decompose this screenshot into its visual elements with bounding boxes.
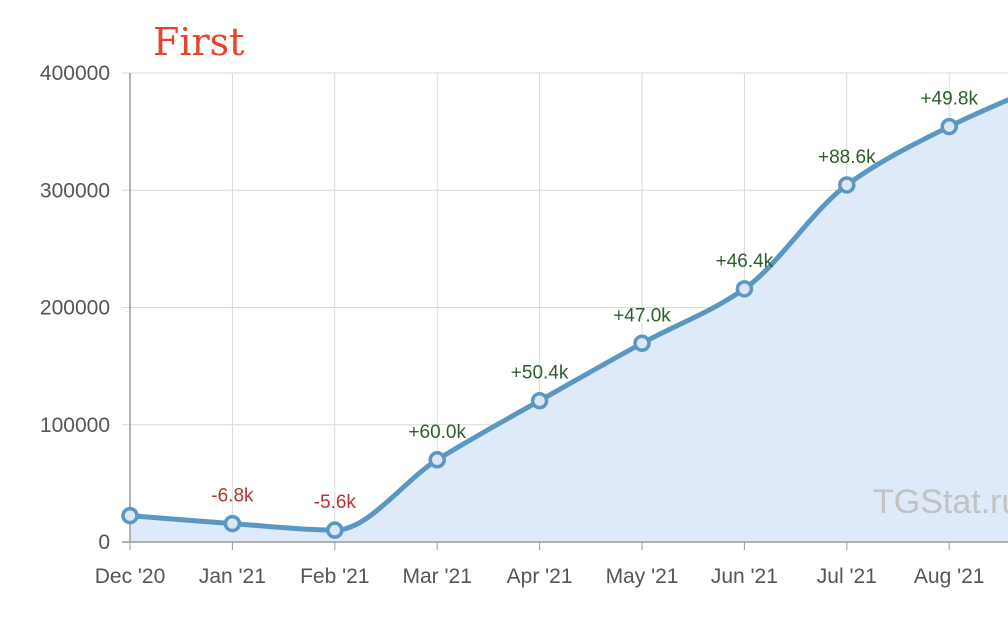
y-tick-label: 100000	[40, 414, 110, 437]
y-tick-label: 0	[98, 531, 110, 554]
x-tick-label: Dec '20	[95, 565, 166, 588]
data-point[interactable]	[326, 521, 344, 539]
x-tick-label: Jun '21	[711, 565, 778, 588]
x-tick-labels: Dec '20 Jan '21 Feb '21 Mar '21 Apr '21 May '…	[95, 565, 985, 588]
x-tick-label: Feb '21	[300, 565, 369, 588]
data-point[interactable]	[838, 176, 856, 194]
series-line-layer	[127, 97, 1008, 533]
series-line	[127, 97, 1008, 533]
data-point[interactable]	[223, 514, 242, 533]
x-tick-label: May '21	[606, 565, 679, 588]
area-layer	[130, 99, 1008, 542]
data-point[interactable]	[428, 451, 446, 469]
data-label: +88.6k	[818, 147, 876, 168]
data-label: -5.6k	[314, 492, 357, 513]
y-tick-label: 400000	[40, 62, 110, 85]
data-point[interactable]	[735, 280, 754, 298]
y-tick-label: 300000	[40, 179, 110, 202]
area-fill	[130, 99, 1008, 542]
data-labels: -6.8k -5.6k +60.0k +50.4k +47.0k +46.4k +88.6k…	[211, 89, 978, 514]
data-label: +50.4k	[511, 363, 569, 384]
data-point[interactable]	[940, 117, 958, 136]
axes	[122, 73, 1008, 550]
y-tick-label: 200000	[40, 297, 110, 320]
y-tick-labels: 0 100000 200000 300000 400000	[40, 62, 110, 554]
x-tick-label: Aug '21	[914, 565, 985, 588]
data-points	[121, 117, 958, 539]
watermark-text: TGStat.ru	[873, 483, 1008, 521]
data-label: +46.4k	[716, 251, 774, 272]
data-label: +49.8k	[920, 89, 978, 110]
chart-title: First	[153, 20, 244, 64]
data-point[interactable]	[121, 506, 139, 525]
x-tick-label: Jul '21	[817, 565, 877, 588]
x-tick-label: Apr '21	[507, 565, 573, 588]
data-point[interactable]	[633, 334, 651, 353]
x-tick-label: Jan '21	[199, 565, 266, 588]
data-label: +60.0k	[408, 422, 466, 443]
x-tick-label: Mar '21	[403, 565, 472, 588]
data-point[interactable]	[530, 391, 549, 410]
data-label: +47.0k	[613, 305, 671, 326]
data-label: -6.8k	[211, 486, 254, 507]
